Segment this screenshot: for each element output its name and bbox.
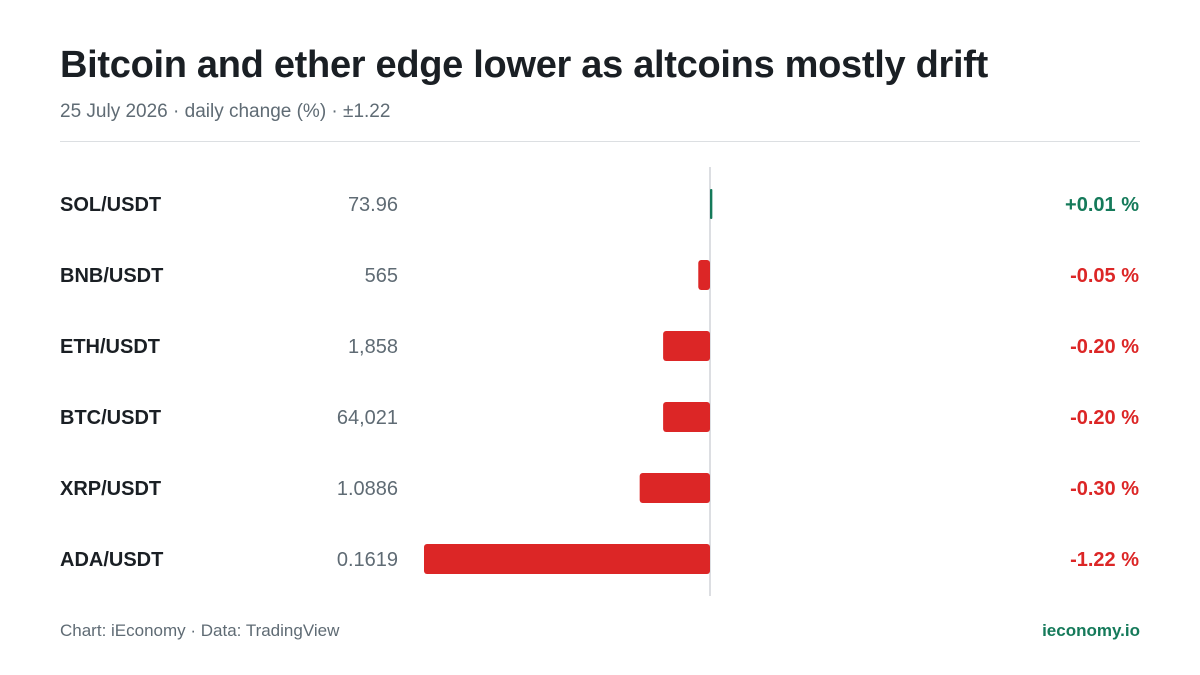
chart-title: Bitcoin and ether edge lower as altcoins… [60,44,988,86]
category-label: BNB/USDT [60,265,163,287]
value-label: -0.20 % [1070,407,1139,429]
brand-link[interactable]: ieconomy.io [1042,621,1140,640]
price-label: 1,858 [348,336,398,358]
value-label: -0.20 % [1070,336,1139,358]
bar [424,544,710,574]
value-label: -1.22 % [1070,549,1139,571]
value-label: -0.05 % [1070,265,1139,287]
bar [639,473,710,503]
price-label: 0.1619 [337,549,398,571]
category-label: BTC/USDT [60,407,161,429]
bar [663,331,710,361]
bar [710,189,713,219]
source-credit: Chart: iEconomy · Data: TradingView [60,621,340,640]
bar [663,402,710,432]
category-label: ETH/USDT [60,336,160,358]
category-label: ADA/USDT [60,549,163,571]
price-label: 64,021 [337,407,398,429]
value-label: +0.01 % [1065,194,1139,216]
header-divider [60,141,1140,142]
category-label: XRP/USDT [60,478,161,500]
value-label: -0.30 % [1070,478,1139,500]
bar [698,260,710,290]
category-label: SOL/USDT [60,194,161,216]
price-label: 565 [365,265,398,287]
price-label: 73.96 [348,194,398,216]
price-label: 1.0886 [337,478,398,500]
chart-subtitle: 25 July 2026 · daily change (%) · ±1.22 [60,101,391,122]
